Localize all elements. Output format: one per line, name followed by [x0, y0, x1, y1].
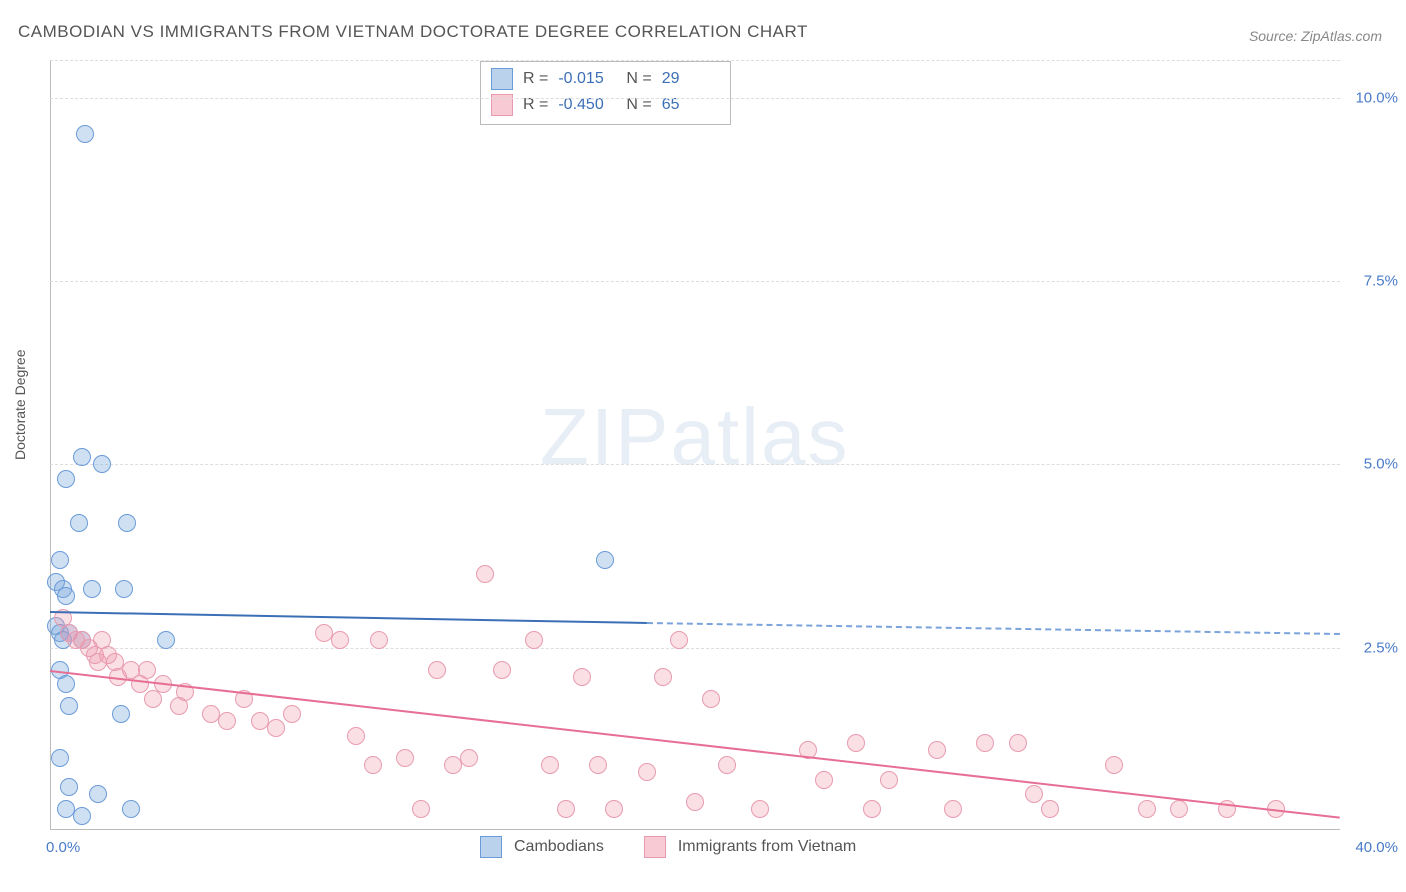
data-point — [347, 727, 365, 745]
data-point — [73, 448, 91, 466]
data-point — [1041, 800, 1059, 818]
data-point — [57, 470, 75, 488]
gridline — [50, 281, 1340, 282]
data-point — [396, 749, 414, 767]
n-value-1: 29 — [662, 70, 720, 88]
data-point — [686, 793, 704, 811]
data-point — [57, 675, 75, 693]
data-point — [157, 631, 175, 649]
data-point — [815, 771, 833, 789]
data-point — [118, 514, 136, 532]
data-point — [847, 734, 865, 752]
x-axis-line — [50, 829, 1340, 830]
data-point — [60, 778, 78, 796]
plot-area: ZIPatlas R = -0.015 N = 29 R = -0.450 N … — [50, 60, 1340, 830]
data-point — [928, 741, 946, 759]
data-point — [976, 734, 994, 752]
data-point — [525, 631, 543, 649]
data-point — [751, 800, 769, 818]
data-point — [370, 631, 388, 649]
y-axis-line — [50, 61, 51, 830]
y-tick-label: 2.5% — [1364, 639, 1398, 656]
data-point — [122, 800, 140, 818]
data-point — [76, 125, 94, 143]
data-point — [57, 587, 75, 605]
data-point — [605, 800, 623, 818]
data-point — [218, 712, 236, 730]
data-point — [476, 565, 494, 583]
data-point — [880, 771, 898, 789]
data-point — [364, 756, 382, 774]
watermark-light: atlas — [670, 392, 849, 481]
data-point — [89, 785, 107, 803]
data-point — [1170, 800, 1188, 818]
data-point — [1025, 785, 1043, 803]
r-value-2: -0.450 — [558, 96, 616, 114]
data-point — [944, 800, 962, 818]
chart-title: CAMBODIAN VS IMMIGRANTS FROM VIETNAM DOC… — [18, 22, 808, 42]
data-point — [267, 719, 285, 737]
data-point — [460, 749, 478, 767]
source-label: Source: ZipAtlas.com — [1249, 28, 1382, 44]
legend-swatch-blue-icon — [480, 836, 502, 858]
data-point — [702, 690, 720, 708]
gridline — [50, 98, 1340, 99]
legend-swatch-pink-icon — [644, 836, 666, 858]
data-point — [283, 705, 301, 723]
data-point — [93, 455, 111, 473]
data-point — [331, 631, 349, 649]
data-point — [51, 551, 69, 569]
x-tick-label: 0.0% — [46, 839, 80, 856]
data-point — [1105, 756, 1123, 774]
data-point — [1138, 800, 1156, 818]
data-point — [428, 661, 446, 679]
data-point — [83, 580, 101, 598]
data-point — [654, 668, 672, 686]
r-label: R = — [523, 96, 548, 114]
r-value-1: -0.015 — [558, 70, 616, 88]
data-point — [718, 756, 736, 774]
watermark: ZIPatlas — [540, 391, 849, 483]
n-label: N = — [626, 96, 651, 114]
y-tick-label: 7.5% — [1364, 273, 1398, 290]
data-point — [493, 661, 511, 679]
data-point — [112, 705, 130, 723]
data-point — [573, 668, 591, 686]
data-point — [51, 749, 69, 767]
r-label: R = — [523, 70, 548, 88]
n-label: N = — [626, 70, 651, 88]
trend-line-blue — [50, 611, 647, 624]
stat-row-2: R = -0.450 N = 65 — [491, 92, 720, 118]
gridline — [50, 464, 1340, 465]
stat-row-1: R = -0.015 N = 29 — [491, 66, 720, 92]
data-point — [670, 631, 688, 649]
data-point — [638, 763, 656, 781]
trend-line-blue-dashed — [647, 622, 1340, 635]
data-point — [596, 551, 614, 569]
data-point — [412, 800, 430, 818]
data-point — [541, 756, 559, 774]
gridline — [50, 648, 1340, 649]
data-point — [589, 756, 607, 774]
data-point — [863, 800, 881, 818]
data-point — [60, 697, 78, 715]
data-point — [115, 580, 133, 598]
watermark-bold: ZIP — [540, 392, 670, 481]
stat-box: R = -0.015 N = 29 R = -0.450 N = 65 — [480, 61, 731, 125]
legend-label-1: Cambodians — [514, 838, 604, 856]
y-tick-label: 10.0% — [1355, 89, 1398, 106]
y-tick-label: 5.0% — [1364, 456, 1398, 473]
y-axis-label: Doctorate Degree — [12, 349, 28, 460]
data-point — [557, 800, 575, 818]
data-point — [138, 661, 156, 679]
data-point — [70, 514, 88, 532]
legend-label-2: Immigrants from Vietnam — [678, 838, 856, 856]
data-point — [1009, 734, 1027, 752]
x-tick-label: 40.0% — [1355, 839, 1398, 856]
legend-bottom: Cambodians Immigrants from Vietnam — [480, 836, 856, 858]
swatch-blue-icon — [491, 68, 513, 90]
n-value-2: 65 — [662, 96, 720, 114]
data-point — [73, 807, 91, 825]
